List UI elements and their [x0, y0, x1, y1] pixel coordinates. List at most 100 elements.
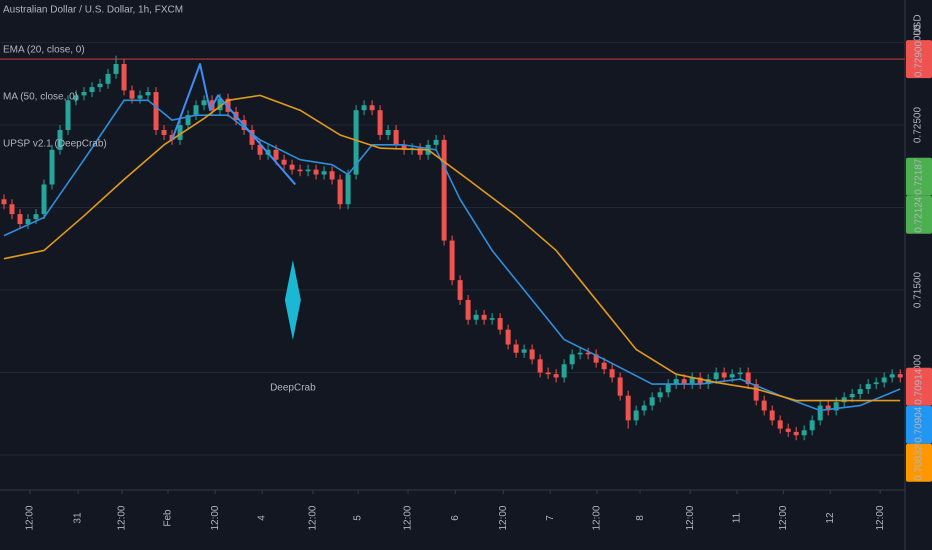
- candle-body: [353, 110, 359, 175]
- price-tag: [906, 40, 932, 79]
- candle-body: [313, 169, 319, 175]
- candle-body: [497, 318, 503, 330]
- chart-title: Australian Dollar / U.S. Dollar, 1h, FXC…: [3, 5, 183, 16]
- y-tick-label: 0.72500: [913, 107, 924, 144]
- candle-body: [769, 410, 775, 421]
- candle-body: [713, 372, 719, 380]
- candle-body: [521, 349, 527, 353]
- candle-body: [785, 428, 791, 432]
- candle-body: [33, 214, 39, 220]
- candle-body: [737, 372, 743, 375]
- candle-body: [457, 280, 463, 300]
- candle-body: [17, 214, 23, 225]
- candle-body: [1, 199, 7, 205]
- candle-body: [345, 174, 351, 205]
- candle-body: [897, 374, 903, 378]
- candle-body: [721, 372, 727, 378]
- pattern-marker: [284, 259, 301, 340]
- price-tag: [906, 443, 932, 482]
- candle-body: [857, 389, 863, 394]
- price-tag: [906, 367, 932, 406]
- candle-body: [761, 400, 767, 411]
- zigzag-line: [171, 63, 297, 186]
- currency-label: USD: [913, 14, 924, 35]
- x-tick-label: 12: [825, 512, 836, 524]
- candle-body: [513, 344, 519, 353]
- candle-body: [81, 92, 87, 96]
- candle-body: [417, 148, 423, 155]
- x-tick-label: 5: [353, 515, 364, 521]
- candle-body: [641, 405, 647, 411]
- candle-body: [65, 100, 71, 131]
- candle-body: [289, 164, 295, 170]
- x-tick-label: 7: [545, 515, 556, 521]
- x-tick-label: 12:00: [210, 505, 221, 530]
- x-tick-label: 12:00: [685, 505, 696, 530]
- candle-body: [433, 139, 439, 145]
- candle-body: [393, 130, 399, 145]
- pattern-label: DeepCrab: [270, 383, 316, 394]
- candle-body: [585, 352, 591, 355]
- x-tick-label: Feb: [163, 509, 174, 527]
- candle-body: [681, 379, 687, 385]
- candle-body: [137, 95, 143, 99]
- candle-body: [89, 87, 95, 93]
- candle-body: [337, 179, 343, 205]
- candle-body: [505, 329, 511, 345]
- candle-body: [793, 431, 799, 436]
- candle-body: [553, 374, 559, 378]
- candle-body: [745, 372, 751, 385]
- candle-body: [225, 98, 231, 112]
- candle-body: [73, 95, 79, 101]
- price-tag-label: 0.70832: [914, 444, 925, 481]
- candle-body: [649, 397, 655, 406]
- candle-body: [601, 362, 607, 370]
- candle-body: [529, 349, 535, 360]
- candle-body: [217, 98, 223, 111]
- candle-body: [377, 110, 383, 135]
- candle-body: [385, 130, 391, 135]
- candle-body: [281, 159, 287, 165]
- candle-body: [617, 377, 623, 396]
- candle-body: [361, 105, 367, 111]
- candle-body: [41, 184, 47, 215]
- candle-body: [633, 410, 639, 421]
- candle-body: [193, 105, 199, 116]
- x-tick-label: 6: [450, 515, 461, 521]
- indicator-line: [3, 99, 901, 412]
- candle-body: [753, 384, 759, 401]
- price-tag-label: 0.70904: [914, 406, 925, 443]
- candle-body: [161, 130, 167, 135]
- candle-body: [537, 359, 543, 373]
- y-tick-label: 0.71500: [913, 272, 924, 309]
- candle-body: [729, 374, 735, 378]
- candle-body: [865, 384, 871, 390]
- candle-body: [473, 314, 479, 320]
- candle-body: [441, 139, 447, 241]
- x-tick-label: 12:00: [875, 505, 886, 530]
- candle-body: [273, 149, 279, 160]
- candle-body: [329, 171, 335, 180]
- candle-body: [105, 73, 111, 84]
- price-tag-label: 0.72187: [914, 158, 925, 195]
- candle-body: [593, 354, 599, 363]
- legend-entry: MA (50, close, 0): [3, 92, 78, 103]
- candle-body: [465, 299, 471, 320]
- x-tick-label: 31: [73, 512, 84, 524]
- candle-body: [145, 92, 151, 96]
- price-tag-label: 0.72124: [914, 196, 925, 233]
- candle-body: [249, 130, 255, 145]
- candle-body: [369, 105, 375, 111]
- candle-body: [569, 354, 575, 365]
- candle-body: [825, 405, 831, 411]
- legend-entry: UPSP v2.1 (DeepCrab): [3, 139, 107, 150]
- candle-body: [489, 318, 495, 320]
- x-tick-label: 8: [635, 515, 646, 521]
- candle-body: [801, 430, 807, 436]
- candle-body: [297, 169, 303, 172]
- x-tick-label: 12:00: [403, 505, 414, 530]
- x-tick-label: 12:00: [778, 505, 789, 530]
